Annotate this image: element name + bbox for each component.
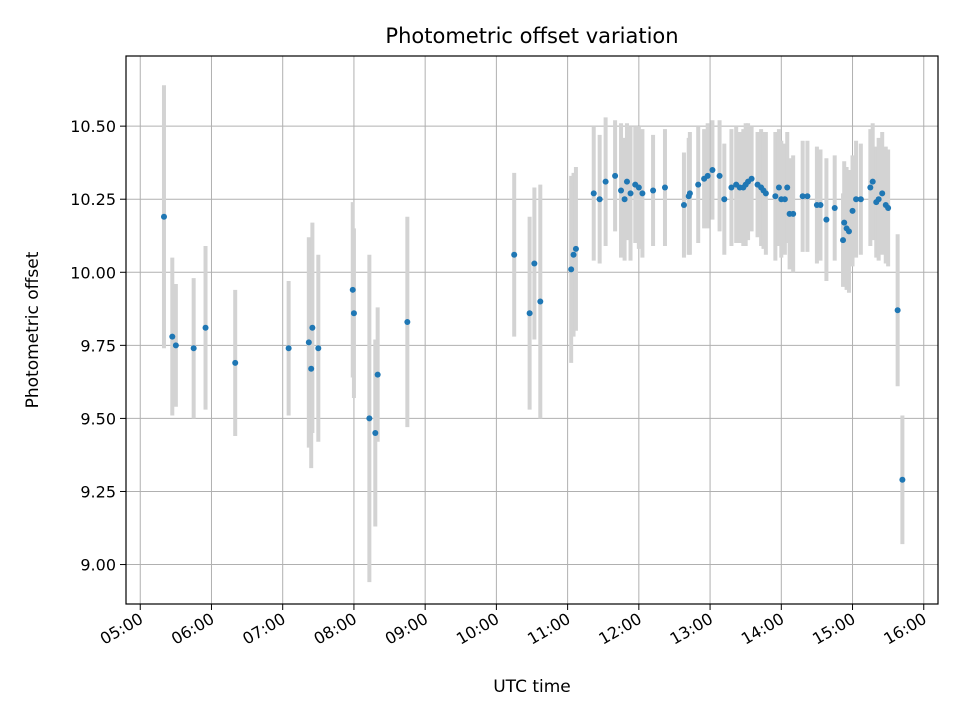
data-point xyxy=(716,172,723,179)
data-point xyxy=(650,187,657,194)
y-tick-label: 10.25 xyxy=(70,190,116,209)
data-point xyxy=(623,178,630,185)
data-point xyxy=(568,266,575,273)
data-point xyxy=(762,190,769,197)
data-point xyxy=(899,476,906,483)
data-point xyxy=(621,196,628,203)
data-point xyxy=(602,178,609,185)
data-point xyxy=(709,166,716,173)
data-point xyxy=(309,324,316,331)
data-point xyxy=(315,345,322,352)
data-point xyxy=(639,190,646,197)
data-point xyxy=(841,219,848,226)
data-point xyxy=(305,339,312,346)
data-point xyxy=(849,207,856,214)
data-point xyxy=(790,210,797,217)
data-point xyxy=(867,184,874,191)
data-point xyxy=(526,310,533,317)
data-point xyxy=(853,196,860,203)
data-point xyxy=(590,190,597,197)
plot-frame xyxy=(125,55,939,605)
data-point xyxy=(169,333,176,340)
data-point xyxy=(695,181,702,188)
data-point xyxy=(160,213,167,220)
data-point xyxy=(308,365,315,372)
data-point xyxy=(635,184,642,191)
data-point xyxy=(728,184,735,191)
data-point xyxy=(627,190,634,197)
data-point xyxy=(885,204,892,211)
data-point xyxy=(350,310,357,317)
data-point xyxy=(531,260,538,267)
y-tick-label: 9.00 xyxy=(80,556,116,575)
data-point xyxy=(748,175,755,182)
data-point xyxy=(202,324,209,331)
data-point xyxy=(349,286,356,293)
grid xyxy=(126,56,938,604)
data-point xyxy=(845,228,852,235)
y-tick-label: 9.75 xyxy=(80,336,116,355)
data-point xyxy=(374,371,381,378)
data-point xyxy=(612,172,619,179)
data-point xyxy=(721,196,728,203)
data-point xyxy=(404,318,411,325)
data-point xyxy=(781,196,788,203)
data-point xyxy=(572,245,579,252)
y-tick-label: 9.25 xyxy=(80,482,116,501)
data-point xyxy=(823,216,830,223)
data-point xyxy=(680,202,687,209)
x-axis-label: UTC time xyxy=(493,677,571,697)
data-point xyxy=(804,193,811,200)
data-point xyxy=(172,342,179,349)
data-point xyxy=(869,178,876,185)
data-point xyxy=(840,237,847,244)
data-point xyxy=(704,172,711,179)
data-point xyxy=(875,196,882,203)
data-point xyxy=(784,184,791,191)
data-point xyxy=(775,184,782,191)
y-tick-label: 10.00 xyxy=(70,263,116,282)
data-point xyxy=(232,359,239,366)
data-point xyxy=(894,307,901,314)
y-tick-label: 10.50 xyxy=(70,117,116,136)
data-point xyxy=(857,196,864,203)
data-point xyxy=(831,204,838,211)
y-tick-label: 9.50 xyxy=(80,409,116,428)
data-point xyxy=(772,193,779,200)
data-point xyxy=(596,196,603,203)
y-axis-ticks: 9.00 9.25 9.50 9.75 10.00 10.25 10.50 xyxy=(70,117,126,575)
data-points xyxy=(160,166,906,483)
data-point xyxy=(366,415,373,422)
data-point xyxy=(817,202,824,209)
data-point xyxy=(799,193,806,200)
data-point xyxy=(285,345,292,352)
data-point xyxy=(686,190,693,197)
data-point xyxy=(511,251,518,258)
data-point xyxy=(879,190,886,197)
data-point xyxy=(372,430,379,437)
data-point xyxy=(618,187,625,194)
y-axis-label: Photometric offset xyxy=(23,251,43,408)
data-point xyxy=(537,298,544,305)
data-point xyxy=(570,251,577,258)
chart-title: Photometric offset variation xyxy=(385,24,678,48)
data-point xyxy=(190,345,197,352)
data-point xyxy=(661,184,668,191)
